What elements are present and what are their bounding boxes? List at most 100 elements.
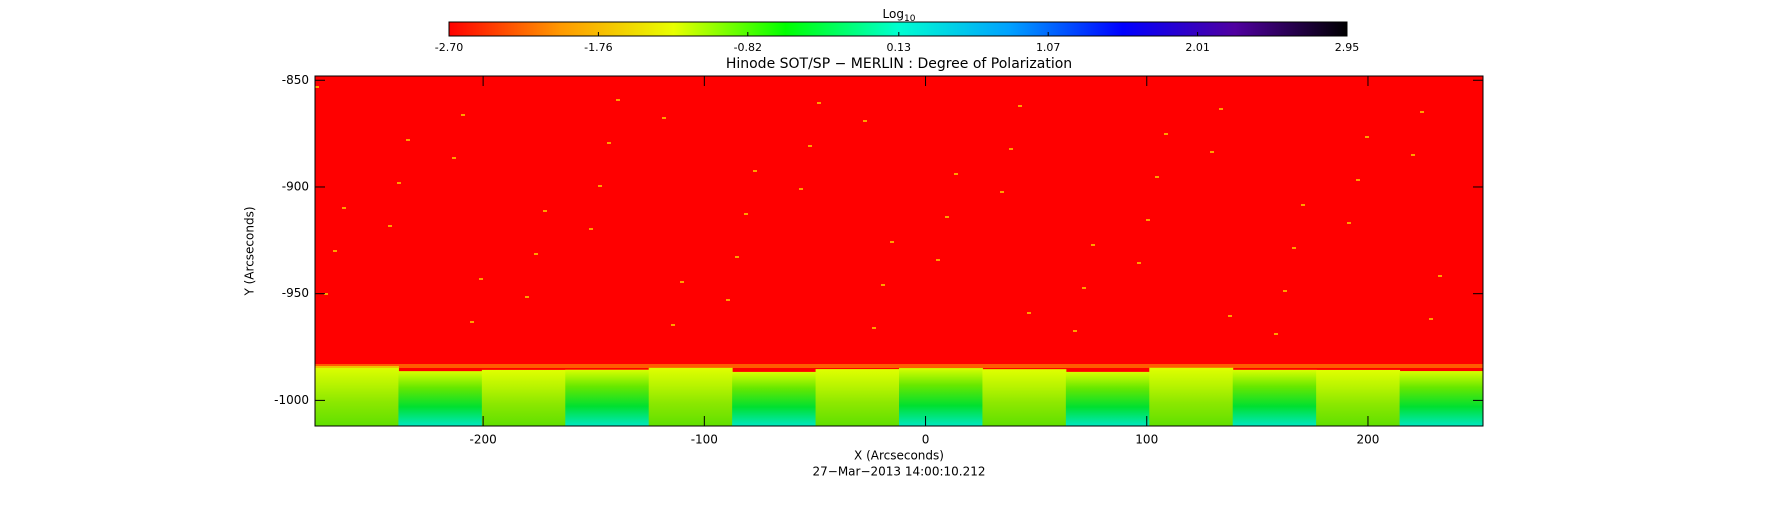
- image-speck: [753, 170, 757, 172]
- image-speck: [1082, 287, 1086, 289]
- date-label: 27−Mar−2013 14:00:10.212: [813, 465, 986, 479]
- image-speck: [1027, 312, 1031, 314]
- image-speck: [607, 142, 611, 144]
- colorbar: [448, 21, 1348, 37]
- image-band: [899, 368, 983, 426]
- image-band: [315, 366, 399, 426]
- image-speck: [863, 120, 867, 122]
- image-band: [398, 371, 483, 426]
- image-speck: [726, 299, 730, 301]
- image-speck: [1091, 244, 1095, 246]
- x-tick-label: 0: [922, 433, 930, 447]
- image-speck: [1274, 333, 1278, 335]
- image-speck: [1420, 111, 1424, 113]
- image-speck: [342, 207, 346, 209]
- image-speck: [534, 253, 538, 255]
- image-speck: [1283, 290, 1287, 292]
- image-speck: [1210, 151, 1214, 153]
- image-speck: [662, 117, 666, 119]
- colorbar-tick-label: -2.70: [435, 41, 463, 54]
- image-speck: [881, 284, 885, 286]
- y-tick-label: -850: [282, 73, 309, 87]
- image-speck: [872, 327, 876, 329]
- image-band: [732, 371, 817, 426]
- y-tick-label: -950: [282, 286, 309, 300]
- image-speck: [954, 173, 958, 175]
- image-speck: [1429, 318, 1433, 320]
- image-speck: [616, 99, 620, 101]
- image-speck: [1018, 105, 1022, 107]
- x-tick-label: 200: [1357, 433, 1380, 447]
- y-tick-label: -900: [282, 179, 309, 193]
- colorbar-tick-label: 0.13: [887, 41, 912, 54]
- colorbar-label-subscript: 10: [904, 14, 916, 24]
- colorbar-tick-label: 2.95: [1335, 41, 1360, 54]
- image-speck: [461, 114, 465, 116]
- image-speck: [1155, 176, 1159, 178]
- image-speck: [808, 145, 812, 147]
- image-speck: [589, 228, 593, 230]
- image-speck: [388, 225, 392, 227]
- image-speck: [1000, 191, 1004, 193]
- image-speck: [1292, 247, 1296, 249]
- image-speck: [1073, 330, 1077, 332]
- image-band: [1149, 367, 1234, 426]
- image-speck: [1137, 262, 1141, 264]
- image-speck: [1411, 154, 1415, 156]
- x-tick-label: -100: [691, 433, 718, 447]
- image-band: [481, 369, 566, 426]
- colorbar-tick-label: 2.01: [1185, 41, 1210, 54]
- image-speck: [799, 188, 803, 190]
- image-speck: [945, 216, 949, 218]
- image-speck: [1164, 133, 1168, 135]
- image-band: [1399, 371, 1484, 426]
- image-speck: [1146, 219, 1150, 221]
- image-speck: [936, 259, 940, 261]
- image-edge: [315, 364, 1483, 368]
- image-speck: [315, 86, 319, 88]
- image-speck: [1228, 315, 1232, 317]
- image-speck: [890, 241, 894, 243]
- image-speck: [333, 250, 337, 252]
- image-speck: [1365, 136, 1369, 138]
- image-speck: [470, 321, 474, 323]
- image-speck: [543, 210, 547, 212]
- image-speck: [1356, 179, 1360, 181]
- y-tick-label: -1000: [274, 393, 309, 407]
- image-speck: [1219, 108, 1223, 110]
- colorbar-label-text: Log: [883, 7, 904, 21]
- image-band: [1232, 369, 1317, 426]
- image-speck: [452, 157, 456, 159]
- image: [315, 76, 1484, 426]
- x-tick-label: 100: [1135, 433, 1158, 447]
- image-speck: [397, 182, 401, 184]
- image-speck: [680, 281, 684, 283]
- image-band: [648, 367, 733, 426]
- image-band: [982, 369, 1067, 426]
- image-speck: [479, 278, 483, 280]
- image-speck: [817, 102, 821, 104]
- plot-frame: [314, 75, 1484, 427]
- colorbar-tick-label: -0.82: [734, 41, 762, 54]
- image-band: [1316, 369, 1401, 426]
- colorbar-label: Log10: [883, 7, 916, 24]
- image-speck: [1009, 148, 1013, 150]
- colorbar-tick-label: -1.76: [584, 41, 612, 54]
- colorbar-tick-label: 1.07: [1036, 41, 1061, 54]
- image-speck: [406, 139, 410, 141]
- chart-title: Hinode SOT/SP − MERLIN : Degree of Polar…: [726, 56, 1072, 72]
- x-tick-label: -200: [470, 433, 497, 447]
- image-speck: [324, 293, 328, 295]
- image-band: [1065, 371, 1150, 426]
- image-band: [565, 369, 650, 426]
- image-speck: [671, 324, 675, 326]
- image-speck: [598, 185, 602, 187]
- image-speck: [1347, 222, 1351, 224]
- y-axis-label: Y (Arcseconds): [243, 206, 257, 296]
- image-speck: [525, 296, 529, 298]
- image-band: [815, 369, 900, 426]
- x-axis-label: X (Arcseconds): [854, 449, 944, 463]
- image-speck: [1438, 275, 1442, 277]
- image-speck: [1301, 204, 1305, 206]
